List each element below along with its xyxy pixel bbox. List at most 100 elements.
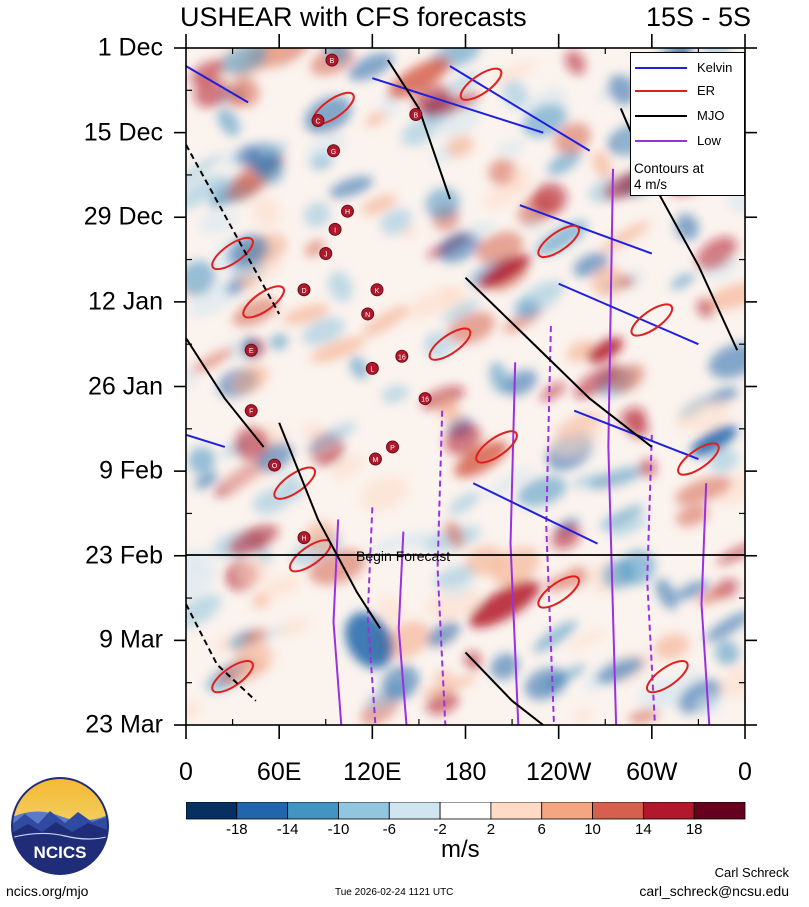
shading-cell xyxy=(484,178,525,210)
storm-marker-label: H xyxy=(301,536,306,543)
shading-cell xyxy=(421,385,465,410)
shading-cell xyxy=(517,476,567,507)
shading-cell xyxy=(269,333,289,350)
shading-cell xyxy=(441,299,480,323)
shading-cell xyxy=(675,476,732,505)
shading-cell xyxy=(186,701,202,719)
legend-swatch xyxy=(635,115,687,117)
legend-label: Kelvin xyxy=(697,60,733,75)
colorbar-swatch xyxy=(338,802,390,820)
shading-cell xyxy=(252,197,281,228)
colorbar-swatch xyxy=(439,802,492,820)
storm-marker: F xyxy=(244,404,258,418)
shading-cell xyxy=(186,260,216,296)
er-contour xyxy=(646,660,689,694)
storm-marker-symbol xyxy=(386,440,400,454)
x-tick-label: 0 xyxy=(179,758,193,786)
low-contour xyxy=(509,362,520,725)
storm-marker: M xyxy=(368,452,382,466)
shading-cell xyxy=(348,52,394,81)
shading-cell xyxy=(654,633,690,660)
site-link[interactable]: ncics.org/mjo xyxy=(6,883,89,899)
shading-cell xyxy=(610,364,645,393)
shading-cell xyxy=(217,108,240,137)
shading-cell xyxy=(380,208,412,235)
low-contour xyxy=(607,168,618,725)
colorbar-swatch xyxy=(490,802,543,820)
shading-core xyxy=(454,440,508,478)
logo-text: NCICS xyxy=(34,843,87,862)
er-contour xyxy=(677,442,720,476)
kelvin-contour xyxy=(186,65,249,104)
er-contour xyxy=(459,67,503,101)
shading-core xyxy=(587,337,624,363)
er-contour xyxy=(211,660,254,694)
shading-cell xyxy=(592,150,612,179)
low-contour xyxy=(700,483,711,725)
colorbar-swatch xyxy=(642,802,695,820)
shading-core xyxy=(690,425,738,457)
shading-cell xyxy=(302,317,345,346)
er-contour xyxy=(273,466,317,500)
storm-marker: G xyxy=(327,144,341,158)
legend-swatch xyxy=(635,67,687,69)
shading-cell xyxy=(239,277,259,290)
colorbar-swatch xyxy=(236,802,289,820)
kelvin-contour xyxy=(372,77,544,134)
low-contour xyxy=(366,507,377,725)
shading-cell xyxy=(444,521,465,548)
shading-cell xyxy=(381,93,399,117)
ncics-logo[interactable]: NCICS xyxy=(10,776,110,876)
axis-ticks xyxy=(174,34,757,739)
shading-cell xyxy=(547,148,582,176)
legend-swatch xyxy=(635,90,687,92)
storm-marker: O xyxy=(268,458,282,472)
shading-cell xyxy=(497,140,525,157)
shading-cell xyxy=(261,575,301,599)
shading-cell xyxy=(381,385,409,403)
kelvin-contour xyxy=(558,282,699,346)
shading-cell xyxy=(437,231,481,263)
storm-marker-label: J xyxy=(324,252,328,259)
shading-cell xyxy=(489,61,538,83)
shading-cell xyxy=(715,640,740,666)
shading-cell xyxy=(433,565,474,589)
shading-cell xyxy=(600,221,650,253)
y-tick-label: 26 Jan xyxy=(87,372,163,400)
storm-marker: D xyxy=(297,283,311,297)
storm-marker-symbol xyxy=(361,307,375,321)
shading-cell xyxy=(488,158,517,186)
legend-swatch xyxy=(635,140,687,142)
shading-cell xyxy=(305,133,346,164)
shading-cell xyxy=(194,472,218,490)
y-tick-label: 23 Mar xyxy=(85,710,163,739)
shading-cell xyxy=(360,476,408,511)
shading-cell xyxy=(186,562,217,598)
x-tick-label: 60E xyxy=(256,758,302,786)
shading-cell xyxy=(575,708,592,723)
author-email[interactable]: carl_schreck@ncsu.edu xyxy=(639,883,789,899)
storm-marker-symbol xyxy=(297,531,311,545)
storm-marker-symbol xyxy=(418,392,432,406)
mjo-contour xyxy=(186,603,257,702)
colorbar-label: -18 xyxy=(225,821,248,838)
legend-entry-low: Low xyxy=(635,132,743,150)
er-contour xyxy=(242,285,285,319)
legend-label: ER xyxy=(697,83,716,98)
storm-marker-label: 16 xyxy=(421,397,429,404)
mjo-contour xyxy=(186,144,281,315)
kelvin-contour xyxy=(186,433,226,448)
shading-cell xyxy=(485,466,535,499)
y-tick-label: 9 Feb xyxy=(99,456,163,485)
shading-cell xyxy=(608,517,648,537)
shading-cell xyxy=(675,580,710,600)
wave-contours xyxy=(186,59,739,725)
storm-marker-label: E xyxy=(249,348,254,355)
shading-cell xyxy=(310,336,366,363)
storm-marker-symbol xyxy=(340,204,354,218)
er-contour xyxy=(537,575,580,609)
shading-cell xyxy=(706,282,745,311)
shading-cell xyxy=(504,369,538,396)
shading-cell xyxy=(186,154,222,190)
shading-cell xyxy=(571,473,603,489)
